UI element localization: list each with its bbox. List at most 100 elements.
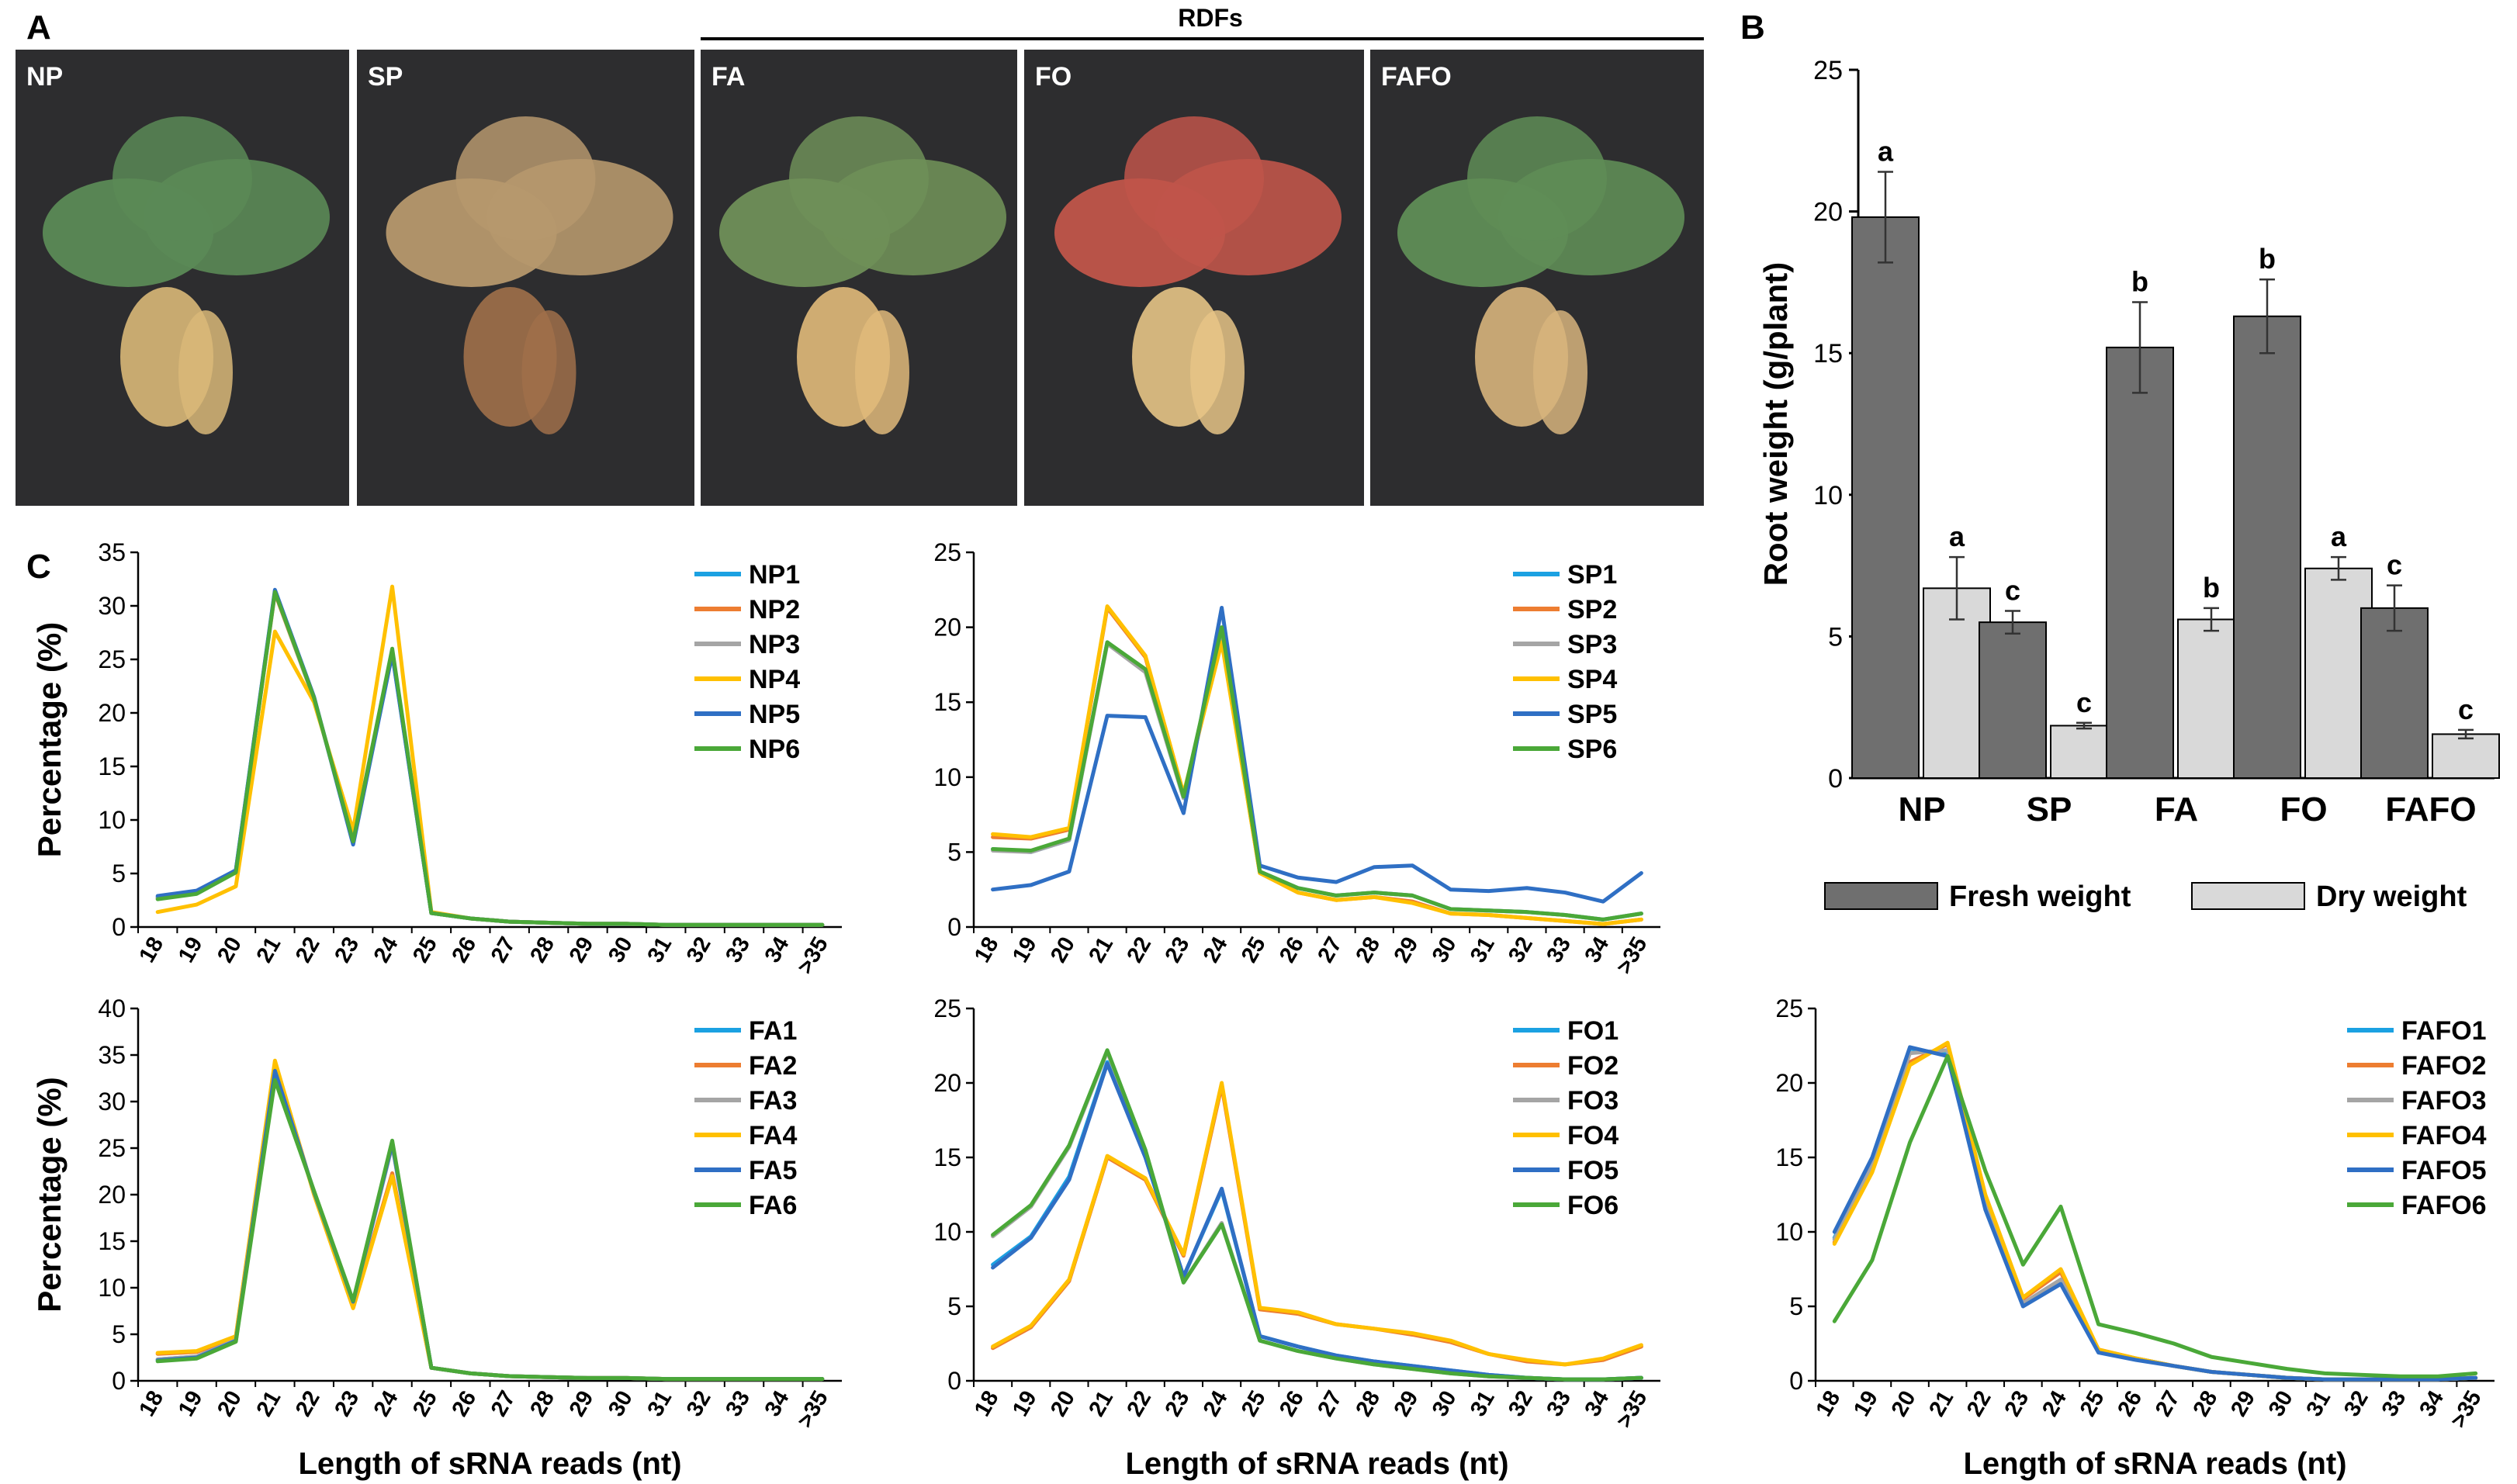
x-axis-title: Length of sRNA reads (nt)	[1125, 1447, 1508, 1481]
x-tick-label: 33	[721, 1387, 755, 1421]
series-line-np6	[155, 590, 825, 927]
significance-letter: c	[2458, 694, 2474, 725]
legend-label: NP4	[749, 665, 800, 694]
series-line-fo2	[991, 1084, 1643, 1367]
series-line-fa5	[155, 1068, 825, 1382]
x-tick-label: 19	[1008, 933, 1042, 967]
y-tick-label: 25	[933, 995, 961, 1022]
legend-label: FAFO1	[2401, 1016, 2487, 1046]
series-line-sp3	[991, 628, 1643, 922]
x-tick-label: >35	[2446, 1387, 2486, 1433]
leaf-shape	[1124, 116, 1264, 240]
x-tick-label: 23	[330, 933, 364, 967]
x-tick-label: 20	[1046, 933, 1080, 967]
legend-label: SP6	[1567, 735, 1617, 764]
legend-label: Dry weight	[2316, 880, 2467, 913]
series-line-fafo6	[1832, 1053, 2478, 1378]
legend-label: FO4	[1567, 1121, 1619, 1150]
x-tick-label: >35	[1612, 1387, 1652, 1433]
x-tick-label: 29	[1390, 933, 1424, 967]
legend-label: FO2	[1567, 1051, 1619, 1081]
x-tick-label: 19	[1008, 1387, 1042, 1421]
y-tick-label: 5	[112, 860, 126, 887]
series-line-fo5	[991, 1061, 1643, 1382]
x-tick-label: 24	[369, 933, 403, 967]
series-line-fa2	[155, 1060, 825, 1382]
series-line-fafo5	[1832, 1045, 2478, 1382]
x-tick-label: 25	[1237, 933, 1271, 967]
x-axis-title: Length of sRNA reads (nt)	[1963, 1447, 2346, 1481]
series-line-fo6	[991, 1048, 1643, 1382]
y-tick-label: 15	[1775, 1143, 1803, 1171]
x-tick-label: 32	[1504, 933, 1538, 967]
x-tick-label: 27	[1313, 1387, 1347, 1421]
root-shape	[1533, 310, 1587, 434]
x-tick-label: 19	[174, 1387, 208, 1421]
x-tick-label: 26	[448, 1387, 482, 1421]
x-tick-label: NP	[1898, 790, 1945, 828]
legend-label: FAFO6	[2401, 1191, 2487, 1220]
x-tick-label: 28	[1351, 1387, 1385, 1421]
x-tick-label: FO	[2280, 790, 2327, 828]
leaf-shape	[113, 116, 252, 240]
x-tick-label: 33	[1542, 933, 1576, 967]
x-tick-label: 31	[2301, 1387, 2335, 1421]
plant-photo-fa: FA	[701, 50, 1017, 506]
legend-label: SP1	[1567, 560, 1617, 590]
x-tick-label: 21	[1084, 1387, 1118, 1421]
y-tick-label: 20	[1813, 198, 1843, 227]
x-tick-label: 33	[721, 933, 755, 967]
significance-letter: b	[2259, 243, 2276, 275]
x-tick-label: 24	[1199, 1387, 1233, 1421]
y-tick-label: 25	[98, 645, 126, 673]
x-tick-label: 26	[1275, 1387, 1309, 1421]
x-tick-label: 20	[1887, 1387, 1921, 1421]
x-tick-label: 34	[760, 933, 795, 967]
panel-label-b: B	[1740, 9, 1765, 47]
root-shape	[178, 310, 233, 434]
x-tick-label: 22	[1122, 1387, 1156, 1421]
x-tick-label: 29	[2226, 1387, 2260, 1421]
series-line-sp6	[991, 625, 1643, 922]
x-tick-label: 32	[1504, 1387, 1538, 1421]
x-tick-label: 22	[291, 1387, 325, 1421]
root-shape	[1190, 310, 1245, 434]
x-tick-label: 33	[2377, 1387, 2411, 1421]
series-line-fo4	[991, 1081, 1643, 1367]
significance-letter: a	[1878, 135, 1894, 167]
y-tick-label: 0	[112, 913, 126, 941]
legend-label: FA1	[749, 1016, 797, 1046]
x-tick-label: 30	[1428, 933, 1462, 967]
x-tick-label: 29	[565, 1387, 599, 1421]
y-tick-label: 10	[1813, 481, 1843, 510]
x-tick-label: 31	[642, 933, 677, 967]
significance-letter: c	[2387, 549, 2402, 581]
x-tick-label: SP	[2027, 790, 2072, 828]
x-tick-label: 23	[2000, 1387, 2034, 1421]
x-tick-label: 21	[1924, 1387, 1958, 1421]
y-tick-label: 15	[933, 688, 961, 716]
y-tick-label: 40	[98, 995, 126, 1022]
x-tick-label: 34	[2415, 1387, 2449, 1421]
y-tick-label: 10	[1775, 1218, 1803, 1246]
x-tick-label: 32	[682, 933, 716, 967]
legend-label: NP3	[749, 630, 800, 659]
x-tick-label: 32	[682, 1387, 716, 1421]
legend-label: FA4	[749, 1121, 797, 1150]
bar	[1979, 621, 2047, 780]
x-tick-label: 22	[1962, 1387, 1996, 1421]
x-tick-label: 27	[486, 1387, 521, 1421]
y-tick-label: 10	[98, 806, 126, 834]
root-weight-chart: 0 5 10 15 20 25 Root weight (g/plant) a a NP c c SP b…	[1757, 56, 2500, 913]
x-tick-label: 18	[134, 1387, 168, 1421]
x-tick-label: 30	[2264, 1387, 2298, 1421]
y-tick-label: 15	[98, 1227, 126, 1255]
y-tick-label: 20	[933, 614, 961, 642]
y-tick-label: 5	[947, 838, 961, 866]
significance-letter: b	[2203, 572, 2220, 604]
y-tick-label: 35	[98, 538, 126, 566]
y-tick-label: 0	[1828, 764, 1843, 794]
